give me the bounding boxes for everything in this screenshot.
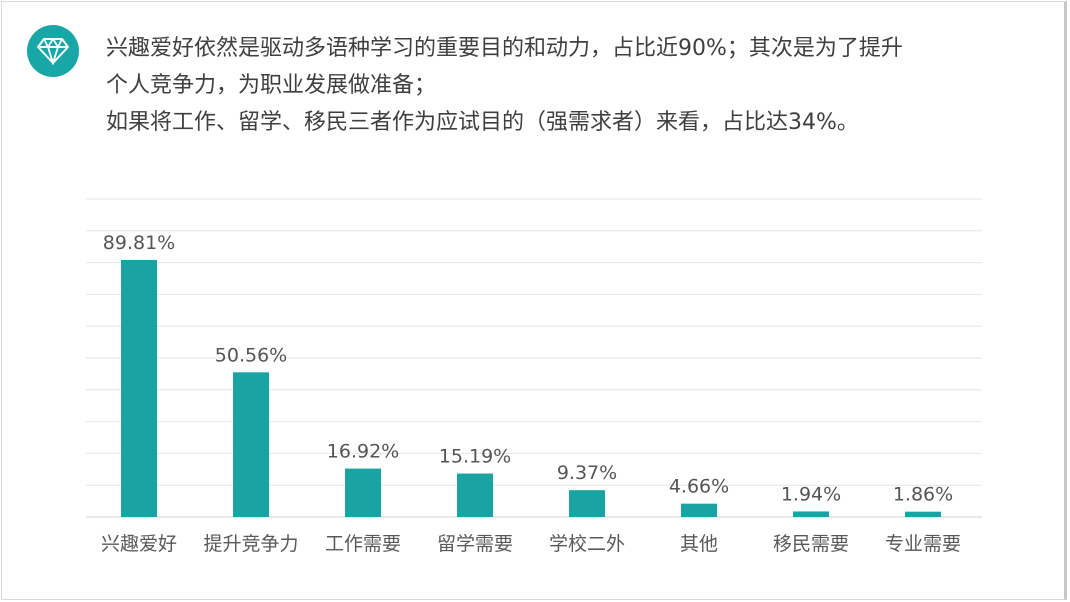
heading-line-3: 如果将工作、留学、移民三者作为应试目的（强需求者）来看，占比达34%。 [106,110,859,135]
chart-bars [121,259,941,517]
diamond-icon [37,38,69,65]
chart-bar [793,511,829,517]
chart-category-label: 工作需要 [325,533,401,555]
chart-data-label: 15.19% [439,446,511,468]
chart-category-label: 其他 [680,533,718,555]
chart-category-label: 移民需要 [773,533,849,555]
heading-line-2: 个人竞争力，为职业发展做准备； [106,73,437,98]
chart-bar [681,503,717,517]
chart-value-labels: 89.81% 50.56% 16.92% 15.19% 9.37% 4.66% 1.94% 1… [103,232,953,506]
chart-data-label: 1.86% [893,484,953,506]
page-heading: 兴趣爱好依然是驱动多语种学习的重要目的和动力，占比近90%；其次是为了提升 个人… [106,30,1036,141]
chart-category-label: 学校二外 [549,533,625,555]
heading-line-1: 兴趣爱好依然是驱动多语种学习的重要目的和动力，占比近90%；其次是为了提升 [106,36,903,61]
chart-data-label: 9.37% [557,462,617,484]
chart-bar [345,468,381,517]
chart-category-label: 提升竞争力 [203,533,298,555]
chart-category-labels: 兴趣爱好 提升竞争力 工作需要 留学需要 学校二外 其他 移民需要 专业需要 [101,533,961,555]
chart-bar [457,473,493,517]
diamond-badge [27,25,79,77]
chart-bar [233,372,269,517]
chart-bar [569,490,605,517]
chart-data-label: 16.92% [327,441,399,463]
chart-bar [905,511,941,517]
chart-data-label: 89.81% [103,232,175,254]
chart-category-label: 兴趣爱好 [101,533,177,555]
chart-category-label: 留学需要 [437,533,513,555]
chart-data-label: 1.94% [781,483,841,505]
chart-data-label: 4.66% [669,476,729,498]
chart-category-label: 专业需要 [885,533,961,555]
chart-data-label: 50.56% [215,344,287,366]
chart-bar [121,259,157,517]
